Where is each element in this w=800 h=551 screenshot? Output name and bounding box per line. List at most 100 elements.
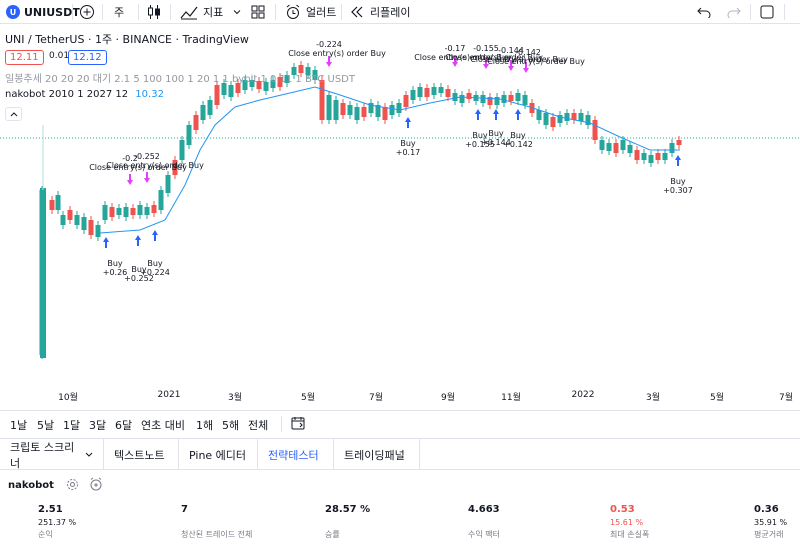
stat-value: 2.51	[38, 504, 63, 515]
range-1m[interactable]: 1달	[63, 419, 81, 432]
candle-body	[487, 97, 493, 105]
stat-label: 순익	[38, 530, 53, 539]
candle-body	[557, 115, 563, 123]
stat-win-rate: 28.57 % 승률	[325, 504, 370, 540]
candles-icon	[147, 4, 161, 20]
stat-closed-trades: 7 청산된 트레이드 전체	[181, 504, 252, 540]
stat-value: 0.36	[754, 504, 779, 515]
chevron-up-icon	[10, 110, 18, 119]
candle-body	[543, 113, 549, 125]
range-all[interactable]: 전체	[248, 419, 269, 432]
candle-body	[354, 107, 360, 120]
buy-profit-label: +0.224	[140, 268, 170, 277]
price-chart[interactable]: Buy +0.26 Buy +0.252 Buy +0.224 Buy +0.17 Buy +0.…	[0, 25, 800, 385]
range-1y[interactable]: 1해	[196, 419, 214, 432]
candle-body	[60, 215, 66, 225]
tab-pine-editor[interactable]: Pine 에디터	[179, 439, 258, 470]
candle-body	[270, 80, 276, 88]
interval-button[interactable]: 주	[114, 0, 124, 24]
time-axis[interactable]: 10월 2021 3월 5월 7월 9월 11월 2022 3월 5월 7월	[0, 385, 800, 407]
close-value-label: -0.144	[498, 46, 524, 55]
moving-average-line	[99, 86, 680, 234]
xaxis-label: 3월	[227, 393, 243, 403]
square-icon	[760, 5, 774, 19]
candlestick-plot[interactable]: Buy+0.26 Buy+0.252Buy+0.224Buy+0.17Buy+0.…	[0, 25, 800, 385]
candle-body	[494, 97, 500, 105]
stat-label: 청산된 트레이드 전체	[181, 530, 253, 539]
buy-profit-label: +0.252	[124, 274, 154, 283]
bottom-panel-tabs: 크립토 스크리너 텍스트노트 Pine 에디터 전략테스터 트레이딩패널	[0, 438, 800, 470]
symbol-search[interactable]: U UNIUSDT	[6, 0, 80, 24]
candle-body	[74, 215, 80, 225]
xaxis-label: 7월	[779, 393, 794, 403]
undo-button[interactable]	[697, 0, 711, 24]
ask-price[interactable]: 12.12	[68, 50, 107, 65]
close-entry-label: Close entry(s) order Buy	[89, 163, 187, 172]
tab-strategy-tester[interactable]: 전략테스터	[258, 439, 334, 470]
candle-body	[277, 77, 283, 87]
redo-icon	[727, 6, 741, 18]
range-6m[interactable]: 6달	[115, 419, 133, 432]
candle-body	[431, 87, 437, 95]
close-arrow-icon	[144, 172, 150, 183]
replay-label: 리플레이	[370, 6, 411, 19]
interval-label: 주	[114, 6, 125, 19]
buy-label: Buy	[488, 129, 504, 138]
buy-label: Buy	[131, 265, 147, 274]
buy-label: Buy	[107, 259, 123, 268]
chart-legend-title: UNI / TetherUS · 1주 · BINANCE · TradingV…	[5, 33, 249, 46]
replay-button[interactable]: 리플레이	[350, 0, 410, 24]
alert-strategy-button[interactable]	[89, 476, 103, 495]
stat-value: 28.57 %	[325, 504, 371, 515]
alert-button[interactable]: 얼러트	[285, 0, 336, 24]
candle-body	[235, 83, 241, 93]
tab-trading-panel[interactable]: 트레이딩패널	[334, 439, 420, 470]
redo-button[interactable]	[727, 0, 741, 24]
candle-body	[669, 143, 675, 153]
close-arrow-icon	[483, 58, 489, 69]
symbol-logo-icon: U	[6, 5, 20, 19]
layout-button[interactable]	[251, 0, 265, 24]
range-5y[interactable]: 5해	[222, 419, 240, 432]
chart-type-button[interactable]	[147, 0, 161, 24]
candle-body	[102, 205, 108, 220]
candle-body	[536, 110, 542, 120]
tab-text-notes[interactable]: 텍스트노트	[104, 439, 179, 470]
indicators-button[interactable]: 지표	[180, 0, 223, 24]
candle-body	[592, 120, 598, 140]
range-5d[interactable]: 5날	[37, 419, 55, 432]
candle-body	[613, 143, 619, 153]
candle-body	[172, 160, 178, 175]
range-3m[interactable]: 3달	[89, 419, 107, 432]
xaxis-label: 7월	[368, 393, 384, 403]
indicators-dropdown[interactable]	[232, 0, 242, 24]
xaxis-label: 5월	[300, 393, 316, 403]
study-legend: nakobot 2010 1 2027 12 10.32	[5, 89, 164, 100]
tab-crypto-screener[interactable]: 크립토 스크리너	[0, 439, 104, 470]
candle-body	[389, 105, 395, 115]
candle-body	[116, 208, 122, 215]
collapse-legend-button[interactable]	[5, 107, 22, 121]
xaxis-label: 10월	[58, 393, 78, 403]
range-1d[interactable]: 1날	[10, 419, 28, 432]
gear-icon	[66, 476, 79, 495]
tab-label: 트레이딩패널	[344, 448, 405, 462]
candle-body	[347, 105, 353, 115]
strategy-name: nakobot	[8, 479, 54, 491]
compare-button[interactable]	[79, 0, 95, 24]
candle-body	[424, 88, 430, 97]
bid-price[interactable]: 12.11	[5, 50, 44, 65]
goto-date-button[interactable]	[291, 416, 305, 433]
candle-body	[655, 153, 661, 160]
stat-max-drawdown: 0.53 15.61 % 최대 손실폭	[610, 504, 649, 540]
candle-body	[249, 80, 255, 87]
candle-body	[312, 70, 318, 80]
buy-label: Buy	[400, 139, 416, 148]
candle-body	[417, 87, 423, 97]
candle-body	[179, 140, 185, 160]
range-ytd[interactable]: 연초 대비	[141, 419, 185, 432]
indicators-label: 지표	[203, 6, 224, 19]
close-arrow-icon	[452, 56, 458, 67]
fullscreen-button[interactable]	[760, 0, 774, 24]
settings-button[interactable]	[66, 476, 79, 495]
